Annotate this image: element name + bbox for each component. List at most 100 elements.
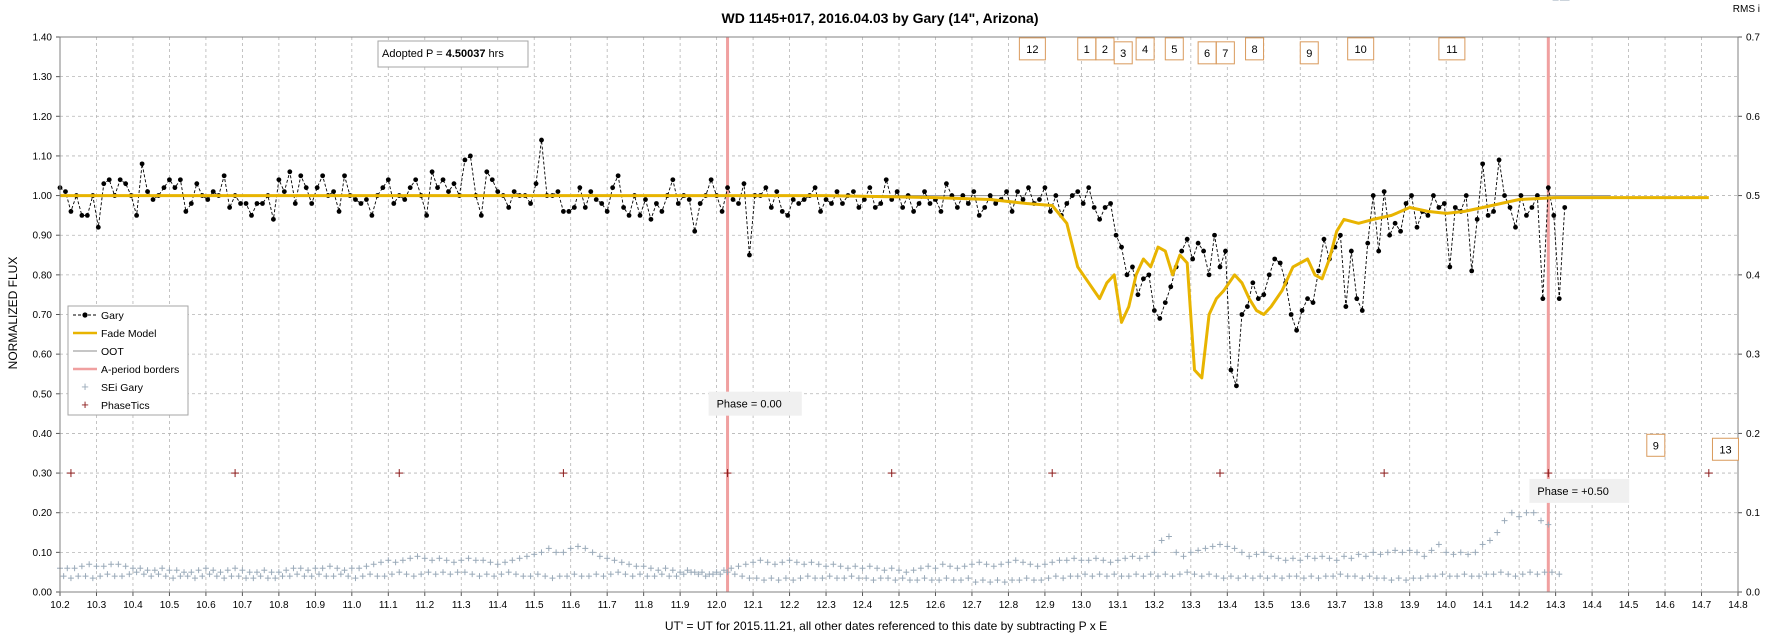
sei-point [173,567,180,574]
sei-point [844,565,851,572]
sei-point [151,567,158,574]
sei-point [75,573,82,580]
phase-tic-point [1216,469,1225,478]
gary-flux-point [1529,205,1535,210]
sei-point [502,559,509,566]
sei-point [848,573,855,580]
x-tick-label: 13.6 [1291,600,1311,611]
gary-flux-point [747,252,752,258]
sei-point [538,549,545,556]
sei-point [1169,573,1176,580]
x-tick-label: 13.1 [1108,600,1128,611]
gary-flux-point [385,177,391,183]
sei-point [312,565,319,572]
sei-point [673,573,680,580]
sei-point [1421,553,1428,560]
sei-point [1154,573,1161,580]
sei-point [323,573,330,580]
x-tick-label: 10.6 [196,600,216,611]
sei-point [294,571,301,578]
sei-point [483,571,490,578]
gary-flux-point [309,201,315,206]
gary-flux-point [1524,212,1529,218]
sei-point [144,567,151,574]
sei-point [669,567,676,574]
sei-point [1497,569,1504,576]
sei-point [622,571,629,578]
dip-label: 10 [1347,37,1375,61]
sei-point [202,565,209,572]
sei-point [425,569,432,576]
phase-tic-point [1544,469,1553,478]
sei-point [1377,551,1384,558]
sei-point [1424,573,1431,580]
sei-point [1184,569,1191,576]
sei-point [155,571,162,578]
sei-point [560,549,567,556]
x-tick-label: 12.5 [889,600,909,611]
sei-point [315,571,322,578]
sei-point [356,565,363,572]
gary-flux-point [511,189,517,195]
sei-point [1089,573,1096,580]
gary-flux-point [927,201,933,206]
sei-point [542,573,549,580]
sei-point [1114,557,1121,564]
dip-label-box [1438,37,1466,61]
dip-label-box [1164,37,1184,61]
sei-point [1027,561,1034,568]
sei-point [1030,577,1037,584]
gary-flux-point [1075,189,1081,195]
gary-flux-point [686,197,692,202]
y-tick-label: 0.80 [33,270,53,281]
gary-flux-point [1239,312,1245,317]
gary-flux-point [944,181,949,187]
gary-flux-point [227,205,233,210]
sei-point [78,563,85,570]
sei-point [1012,557,1019,564]
gary-flux-point [1195,240,1201,246]
sei-point [436,555,443,562]
gary-flux-line [59,140,1566,387]
sei-point [1454,573,1461,580]
sei-point [1136,555,1143,562]
sei-point [1413,549,1420,556]
sei-point [1103,573,1110,580]
sei-point [830,561,837,568]
sei-point [1235,575,1242,582]
sei-point [771,561,778,568]
sei-point [1523,509,1530,516]
gary-flux-point [506,205,512,210]
sei-point [855,575,862,582]
sei-point [764,559,771,566]
phase-tics-series [66,469,1713,478]
dip-label-text: 9 [1306,48,1312,60]
gary-flux-point [407,185,413,191]
legend-item-fade-model: Fade Model [73,328,156,340]
sei-point [870,577,877,584]
sei-point [1406,547,1413,554]
dip-label-text: 10 [1355,44,1367,56]
sei-point [86,561,93,568]
gary-flux-point [588,189,594,195]
sei-point [1023,575,1030,582]
sei-point [728,565,735,572]
sei-point [275,569,282,576]
sei-point [567,545,574,552]
phase-label: Phase = +0.50 [1529,478,1630,503]
sei-point [261,567,268,574]
sei-point [465,555,472,562]
x-tick-label: 14.6 [1655,600,1675,611]
phase-tic-point [395,469,404,478]
gary-flux-point [1102,205,1108,210]
sei-point [115,561,122,568]
sei-point [1140,573,1147,580]
dip-label-box [1113,41,1133,65]
phase-tic-point [231,469,240,478]
sei-point [137,565,144,572]
gary-flux-point [1217,264,1223,270]
gary-flux-point [1004,189,1010,195]
sei-point [1432,573,1439,580]
gary-flux-point [1403,201,1409,206]
dip-label: 4 [1135,37,1155,61]
